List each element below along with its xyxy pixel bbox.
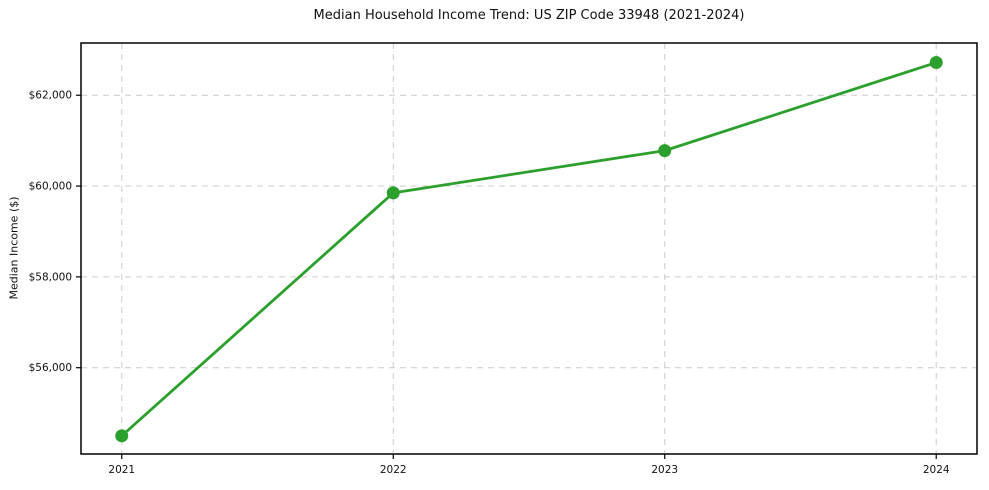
- y-tick-label: $62,000: [29, 90, 72, 102]
- data-point-marker: [386, 186, 400, 200]
- x-tick-label: 2024: [923, 464, 950, 476]
- plot-border: [80, 42, 978, 455]
- y-tick-label: $56,000: [29, 362, 72, 374]
- x-tick-label: 2023: [651, 464, 678, 476]
- data-point-marker: [929, 56, 943, 70]
- line-series: [120, 61, 938, 438]
- data-point-marker: [658, 144, 672, 158]
- x-tick-label: 2022: [380, 464, 407, 476]
- y-tick-label: $58,000: [29, 271, 72, 283]
- data-point-marker: [115, 429, 129, 443]
- chart-title: Median Household Income Trend: US ZIP Co…: [313, 8, 745, 23]
- y-tick-label: $60,000: [29, 181, 72, 193]
- x-tick-label: 2021: [108, 464, 135, 476]
